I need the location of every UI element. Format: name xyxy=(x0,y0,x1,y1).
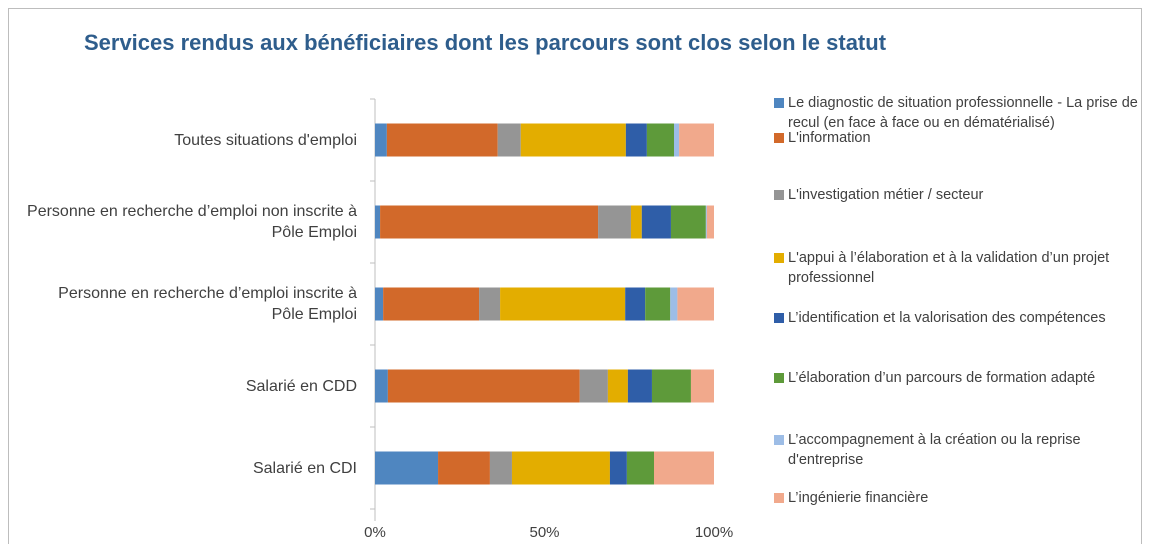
legend-swatch xyxy=(774,435,784,445)
legend-swatch xyxy=(774,493,784,503)
bar-segment xyxy=(607,369,628,403)
bar-segment xyxy=(670,205,706,239)
legend-swatch xyxy=(774,313,784,323)
chart-frame xyxy=(8,8,1142,544)
y-tick-label: Personne en recherche d’emploi inscrite … xyxy=(58,285,357,323)
legend-swatch xyxy=(774,190,784,200)
legend-swatch xyxy=(774,133,784,143)
legend-swatch xyxy=(774,253,784,263)
bar-segment xyxy=(645,287,671,321)
y-tick-label: Toutes situations d'emploi xyxy=(174,131,357,149)
x-tick-label: 50% xyxy=(529,524,559,541)
bar-segment xyxy=(598,205,631,239)
bar-segment xyxy=(705,205,707,239)
bar-segment xyxy=(500,287,626,321)
legend-label: Le diagnostic de situation professionnel… xyxy=(788,95,1138,131)
bar-segment xyxy=(375,369,388,403)
bar-segment xyxy=(626,451,654,485)
bar-segment xyxy=(387,369,580,403)
bar-segment xyxy=(609,451,627,485)
y-tick-label: Personne en recherche d’emploi non inscr… xyxy=(27,203,357,241)
legend-item: L’élaboration d’un parcours de formation… xyxy=(774,368,1150,388)
x-tick-label: 100% xyxy=(695,524,733,541)
bar-segment xyxy=(653,451,714,485)
bar-segment xyxy=(625,123,647,157)
bar-segment xyxy=(641,205,671,239)
bar-segment xyxy=(690,369,714,403)
bar-segment xyxy=(386,123,498,157)
bar-segment xyxy=(625,287,646,321)
bar-segment xyxy=(646,123,674,157)
x-tick-label: 0% xyxy=(364,524,386,541)
bar-segment xyxy=(520,123,626,157)
bar-segment xyxy=(383,287,480,321)
legend-label: L'investigation métier / secteur xyxy=(788,187,984,203)
y-tick-label: Salarié en CDI xyxy=(252,459,357,477)
legend-label: L’identification et la valorisation des … xyxy=(788,310,1106,326)
bar-segment xyxy=(375,205,381,239)
bar-segment xyxy=(706,205,714,239)
legend-label: L’élaboration d’un parcours de formation… xyxy=(788,370,1096,386)
legend-item: L’identification et la valorisation des … xyxy=(774,308,1150,328)
bar-segment xyxy=(627,369,652,403)
legend-label: L’ingénierie financière xyxy=(788,490,929,506)
bar-segment xyxy=(380,205,599,239)
bar-segment xyxy=(651,369,691,403)
bar-segment xyxy=(677,287,714,321)
bar-segment xyxy=(479,287,501,321)
bar-segment xyxy=(679,123,714,157)
legend-swatch xyxy=(774,98,784,108)
legend-item: L’accompagnement à la création ou la rep… xyxy=(774,430,1150,470)
bar-segment xyxy=(438,451,490,485)
y-tick-label: Salarié en CDD xyxy=(245,377,357,395)
bar-segment xyxy=(670,287,678,321)
legend-item: L’ingénierie financière xyxy=(774,488,1150,508)
chart-title: Services rendus aux bénéficiaires dont l… xyxy=(83,30,887,55)
bar-segment xyxy=(511,451,610,485)
bar-segment xyxy=(375,123,387,157)
bar-segment xyxy=(673,123,680,157)
legend-item: L'information xyxy=(774,128,1150,148)
legend-swatch xyxy=(774,373,784,383)
legend-item: L'investigation métier / secteur xyxy=(774,185,1150,205)
bar-segment xyxy=(579,369,608,403)
bar-segment xyxy=(630,205,642,239)
legend-label: L'appui à l’élaboration et à la validati… xyxy=(788,250,1110,286)
legend-item: L'appui à l’élaboration et à la validati… xyxy=(774,248,1150,288)
bar-segment xyxy=(489,451,512,485)
bar-segment xyxy=(375,287,384,321)
bar-segment xyxy=(375,451,439,485)
legend-item: Le diagnostic de situation professionnel… xyxy=(774,93,1150,133)
bar-segment xyxy=(497,123,521,157)
legend-label: L'information xyxy=(788,130,871,146)
legend-label: L’accompagnement à la création ou la rep… xyxy=(788,432,1081,468)
